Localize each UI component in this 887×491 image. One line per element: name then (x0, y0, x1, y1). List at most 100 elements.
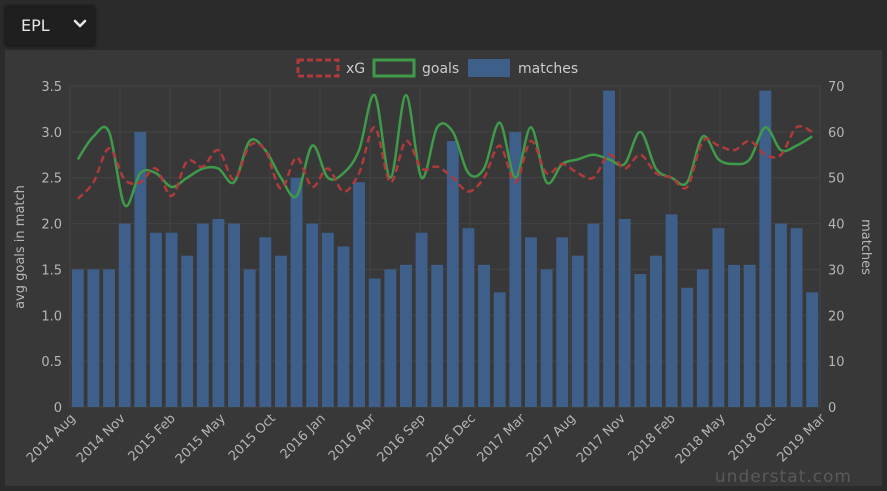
legend-label-goals[interactable]: goals (422, 61, 459, 77)
xg-line[interactable] (76, 125, 813, 200)
league-select[interactable]: EPL (5, 5, 95, 45)
top-bar: EPL (0, 0, 887, 50)
x-tick-label: 2016 Sep (375, 411, 429, 465)
series-lines (76, 93, 813, 208)
x-tick-label: 2016 Jan (278, 411, 329, 462)
legend-swatch-goals[interactable] (372, 58, 416, 78)
x-tick-label: 2016 Dec (424, 411, 479, 466)
matches-bar[interactable] (321, 232, 334, 407)
x-tick-label: 2019 Mar (775, 411, 830, 466)
matches-bar[interactable] (556, 237, 569, 407)
matches-bar[interactable] (618, 218, 631, 407)
matches-bar[interactable] (384, 269, 397, 407)
matches-bar[interactable] (368, 278, 381, 407)
matches-bar[interactable] (571, 255, 584, 407)
x-tick-label: 2015 Feb (126, 411, 179, 464)
matches-bar[interactable] (150, 232, 162, 407)
y-right-tick-label: 0 (828, 401, 836, 416)
y-left-tick-label: 2.0 (41, 218, 62, 233)
matches-bar[interactable] (525, 237, 537, 407)
matches-bar[interactable] (650, 255, 662, 407)
x-tick-label: 2017 Aug (524, 411, 579, 466)
y-right-tick-label: 10 (828, 355, 845, 370)
matches-bar[interactable] (493, 292, 506, 407)
matches-bar[interactable] (243, 269, 256, 407)
y-right-tick-label: 30 (828, 263, 845, 278)
league-select-value: EPL (21, 16, 50, 35)
matches-bar[interactable] (587, 223, 600, 407)
matches-bar[interactable] (681, 287, 694, 407)
matches-bar[interactable] (118, 223, 131, 407)
matches-bar[interactable] (790, 228, 803, 407)
matches-bar[interactable] (134, 131, 147, 407)
legend: xG goals matches (296, 58, 578, 78)
y-axis-left-label: avg goals in match (13, 185, 28, 309)
y-left-tick-label: 2.5 (41, 172, 62, 187)
matches-bar[interactable] (212, 218, 225, 407)
matches-bar[interactable] (728, 264, 740, 407)
matches-bar[interactable] (603, 90, 615, 407)
y-axis-left: 0 0.5 1.0 1.5 2.0 2.5 3.0 3.5 (41, 80, 62, 416)
x-tick-label: 2015 May (173, 411, 229, 467)
y-left-tick-label: 1.0 (41, 309, 62, 324)
matches-bar[interactable] (540, 269, 553, 407)
x-tick-label: 2018 May (673, 411, 729, 467)
matches-bar[interactable] (165, 232, 178, 407)
matches-bar[interactable] (759, 90, 772, 407)
matches-bar[interactable] (775, 223, 787, 407)
matches-bar[interactable] (743, 264, 756, 407)
matches-bar[interactable] (462, 228, 475, 407)
matches-bar[interactable] (696, 269, 709, 407)
y-left-tick-label: 1.5 (41, 263, 62, 278)
matches-bar[interactable] (228, 223, 240, 407)
x-tick-label: 2015 Oct (226, 411, 279, 464)
matches-bar[interactable] (275, 255, 287, 407)
matches-bar[interactable] (415, 232, 428, 407)
y-left-tick-label: 3.5 (41, 80, 62, 95)
x-tick-label: 2014 Nov (74, 411, 129, 466)
y-axis-right-label: matches (858, 219, 873, 275)
matches-bar[interactable] (478, 264, 490, 407)
matches-bar[interactable] (431, 264, 444, 407)
matches-bar[interactable] (196, 223, 209, 407)
matches-bar[interactable] (806, 292, 819, 407)
matches-bar[interactable] (446, 141, 459, 407)
matches-bar[interactable] (103, 269, 115, 407)
legend-swatch-matches[interactable] (468, 59, 510, 77)
goals-line[interactable] (76, 93, 813, 208)
matches-bars (71, 90, 819, 408)
legend-label-matches[interactable]: matches (518, 61, 578, 77)
matches-bar[interactable] (634, 274, 647, 407)
legend-swatch-xg[interactable] (296, 58, 340, 78)
matches-bar[interactable] (71, 269, 84, 407)
matches-bar[interactable] (509, 131, 522, 407)
matches-bar[interactable] (87, 269, 100, 407)
x-tick-label: 2018 Oct (726, 411, 779, 464)
matches-bar[interactable] (353, 182, 365, 407)
legend-label-xg[interactable]: xG (346, 61, 365, 77)
y-left-tick-label: 0 (54, 401, 62, 416)
y-left-tick-label: 3.0 (41, 126, 62, 141)
watermark: understat.com (715, 467, 852, 487)
matches-bar[interactable] (712, 228, 725, 407)
y-right-tick-label: 40 (828, 218, 845, 233)
y-left-tick-label: 0.5 (41, 355, 62, 370)
matches-bar[interactable] (665, 214, 678, 407)
matches-bar[interactable] (290, 177, 303, 407)
y-right-tick-label: 70 (828, 80, 845, 95)
matches-bar[interactable] (306, 223, 319, 407)
x-tick-label: 2014 Aug (24, 411, 79, 466)
matches-bar[interactable] (259, 237, 272, 407)
matches-bar[interactable] (400, 264, 412, 407)
chevron-down-icon (73, 19, 87, 28)
x-tick-label: 2017 Mar (475, 411, 530, 466)
x-tick-label: 2017 Nov (574, 411, 629, 466)
y-right-tick-label: 50 (828, 172, 845, 187)
matches-bar[interactable] (337, 246, 350, 408)
y-axis-right: 0 10 20 30 40 50 60 70 (828, 80, 845, 416)
y-right-tick-label: 20 (828, 309, 845, 324)
matches-bar[interactable] (181, 255, 194, 407)
y-right-tick-label: 60 (828, 126, 845, 141)
